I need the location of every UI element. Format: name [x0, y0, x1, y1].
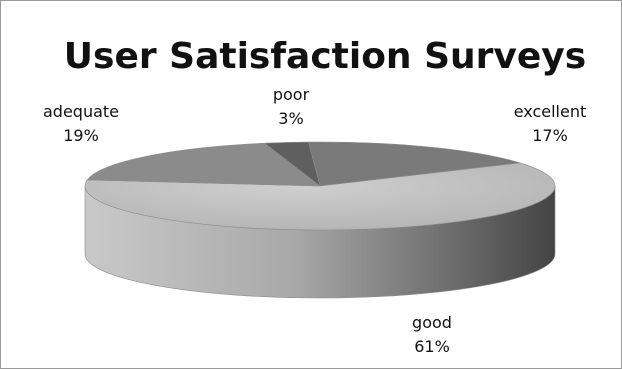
pie-slice-poor	[263, 141, 321, 187]
pie-slices	[84, 141, 556, 299]
label-good-category: good	[412, 313, 452, 332]
chart-title: User Satisfaction Surveys	[64, 36, 586, 77]
label-excellent-percent: 17%	[532, 126, 568, 145]
label-adequate-percent: 19%	[63, 126, 99, 145]
pie-slice-adequate	[86, 142, 321, 187]
label-good-percent: 61%	[414, 337, 450, 356]
data-labels: poor 3% adequate 19% excellent 17% good …	[43, 85, 586, 356]
pie-slice-excellent	[308, 141, 521, 187]
label-poor-category: poor	[273, 85, 310, 104]
pie-slice-good	[84, 162, 556, 231]
label-excellent-category: excellent	[514, 102, 587, 121]
label-poor-percent: 3%	[278, 109, 303, 128]
label-adequate-category: adequate	[43, 102, 119, 121]
